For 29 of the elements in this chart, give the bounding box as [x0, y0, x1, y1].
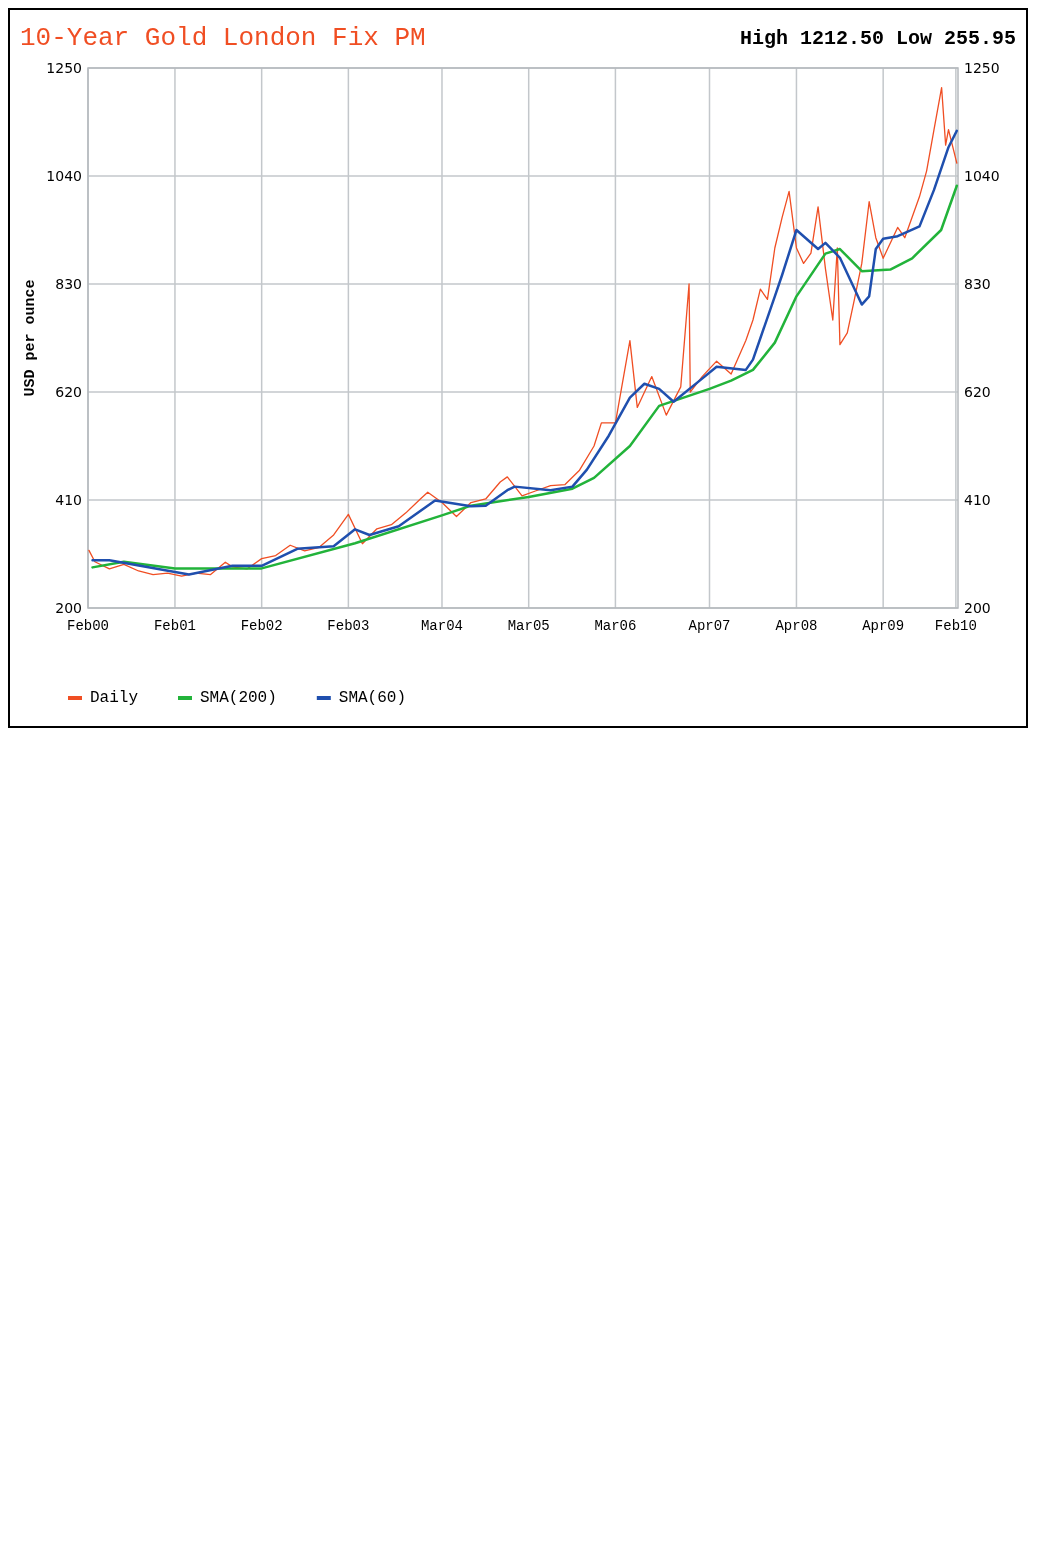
x-tick-label: Mar04 — [420, 618, 463, 634]
y2-tick-label: 620 — [964, 384, 991, 400]
x-tick-label: Feb01 — [153, 618, 196, 634]
x-tick-label: Feb03 — [327, 618, 370, 634]
x-tick-label: Feb02 — [240, 618, 283, 634]
text: High 1212.50 Low 255.95 — [739, 26, 1016, 50]
y-tick-label: 1040 — [46, 168, 82, 184]
y-tick-label: 200 — [55, 600, 82, 616]
y-tick-label: 1250 — [46, 60, 82, 76]
y-tick-label: 410 — [55, 492, 82, 508]
legend-label: SMA(60) — [338, 689, 407, 707]
y2-tick-label: 830 — [964, 276, 991, 292]
y-axis-title: USD per ounce — [21, 279, 39, 397]
x-tick-label: Apr08 — [775, 618, 818, 634]
y2-tick-label: 1250 — [964, 60, 1000, 76]
x-tick-label: Apr09 — [862, 618, 905, 634]
x-tick-label: Mar06 — [594, 618, 637, 634]
x-tick-label: Mar05 — [507, 618, 550, 634]
y-tick-label: 620 — [55, 384, 82, 400]
legend-label: Daily — [90, 689, 139, 707]
y2-tick-label: 200 — [964, 600, 991, 616]
y-tick-label: 830 — [55, 276, 82, 292]
legend-label: SMA(200) — [200, 689, 277, 707]
y2-tick-label: 410 — [964, 492, 991, 508]
x-tick-label: Feb10 — [934, 618, 977, 634]
y2-tick-label: 1040 — [964, 168, 1000, 184]
x-tick-label: Feb00 — [66, 618, 110, 634]
x-tick-label: Apr07 — [688, 618, 731, 634]
chart-title: 10-Year Gold London Fix PM — [20, 23, 426, 53]
